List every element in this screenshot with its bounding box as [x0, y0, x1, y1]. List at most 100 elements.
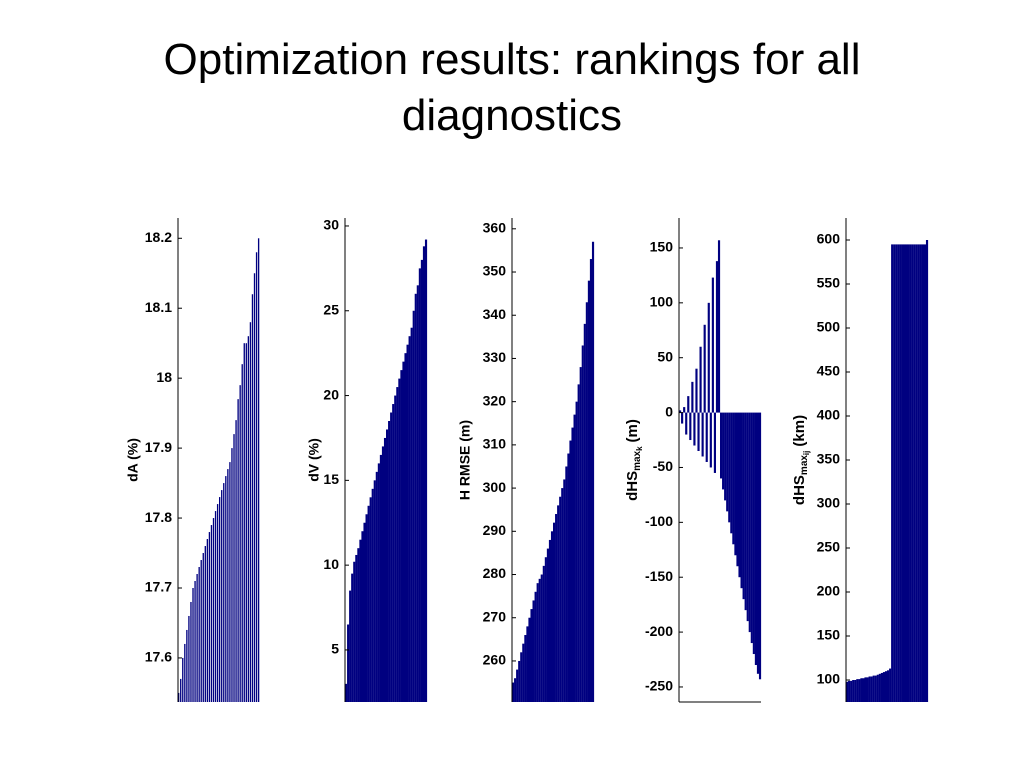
y-axis-label-part: (km): [791, 415, 808, 447]
bar: [255, 252, 258, 703]
y-tick-label: 18: [156, 369, 172, 385]
bar: [186, 629, 188, 702]
y-axis-label-part: max: [799, 455, 810, 475]
bar: [257, 238, 260, 702]
y-tick-label: 350: [817, 451, 841, 467]
bar: [424, 239, 428, 703]
bar: [856, 679, 859, 702]
bar: [208, 532, 211, 702]
bar: [239, 385, 241, 702]
bar: [717, 240, 721, 413]
bar: [893, 244, 896, 702]
y-tick-label: 600: [817, 231, 841, 247]
bar: [538, 578, 541, 702]
bar: [715, 261, 719, 413]
bar: [398, 378, 401, 702]
bar: [565, 466, 568, 702]
bar: [728, 412, 731, 523]
bar: [227, 469, 229, 702]
bar: [210, 525, 213, 702]
bar: [756, 412, 760, 674]
bar: [720, 412, 723, 479]
bar: [371, 488, 374, 702]
bar: [752, 412, 755, 655]
y-tick-label: 25: [323, 301, 339, 317]
y-tick-label: 100: [650, 294, 674, 310]
bar: [913, 244, 916, 702]
bar: [204, 546, 206, 702]
y-axis-label-part: max: [632, 450, 643, 470]
bar: [870, 676, 873, 702]
bar: [681, 412, 684, 424]
bar: [709, 412, 712, 468]
bar: [679, 410, 682, 413]
y-tick-label: 18.2: [145, 229, 172, 245]
bar: [518, 660, 521, 702]
bar: [925, 240, 929, 702]
y-tick-label: -50: [653, 458, 673, 474]
bar: [412, 310, 415, 702]
bar: [882, 672, 886, 702]
bar: [683, 407, 686, 413]
bar: [546, 548, 550, 702]
bar: [251, 294, 254, 702]
bar: [219, 497, 221, 702]
y-tick-label: 320: [483, 392, 507, 408]
bar: [758, 412, 762, 680]
bar: [740, 412, 743, 589]
bar: [891, 244, 894, 702]
bar: [216, 504, 219, 702]
y-axis-label-part: dHS: [791, 475, 808, 505]
y-tick-label: 200: [817, 583, 841, 599]
bar: [353, 561, 356, 702]
bar: [691, 381, 694, 413]
y-axis-label: dHSmaxk (m): [624, 419, 644, 501]
bar: [390, 412, 393, 702]
bar: [229, 462, 231, 702]
bar: [416, 285, 419, 702]
bar: [577, 384, 580, 702]
bar: [736, 412, 739, 567]
bar: [196, 574, 198, 702]
bar: [532, 600, 535, 702]
bar: [699, 346, 702, 413]
bar: [383, 437, 387, 702]
bar: [410, 327, 413, 702]
y-tick-label: -200: [645, 623, 673, 639]
y-tick-label: 300: [817, 495, 841, 511]
bar: [530, 609, 533, 702]
bar: [522, 643, 525, 702]
y-tick-label: 360: [483, 220, 507, 236]
bar: [695, 368, 698, 413]
bar: [414, 293, 417, 702]
bar: [897, 244, 900, 702]
y-tick-label: 250: [817, 539, 841, 555]
y-tick-label: 350: [483, 263, 507, 279]
bar: [884, 671, 888, 702]
bar: [550, 531, 554, 702]
bar: [375, 471, 378, 702]
bar: [379, 454, 383, 702]
bar: [178, 692, 180, 702]
bar: [591, 241, 595, 702]
bar: [585, 302, 588, 702]
bar: [846, 681, 849, 702]
y-tick-label: 500: [817, 319, 841, 335]
bar: [365, 514, 368, 702]
bar: [557, 505, 560, 702]
bar: [895, 244, 898, 702]
bar: [225, 476, 227, 702]
bar: [422, 246, 426, 702]
bar: [369, 497, 372, 702]
bar: [512, 682, 515, 702]
bar: [887, 670, 890, 702]
y-tick-label: -150: [645, 568, 673, 584]
bar: [909, 244, 912, 702]
bar: [921, 244, 925, 702]
bar: [860, 678, 863, 702]
bar: [854, 680, 857, 702]
bar: [514, 678, 517, 702]
bar: [878, 673, 881, 702]
bar: [711, 277, 714, 413]
